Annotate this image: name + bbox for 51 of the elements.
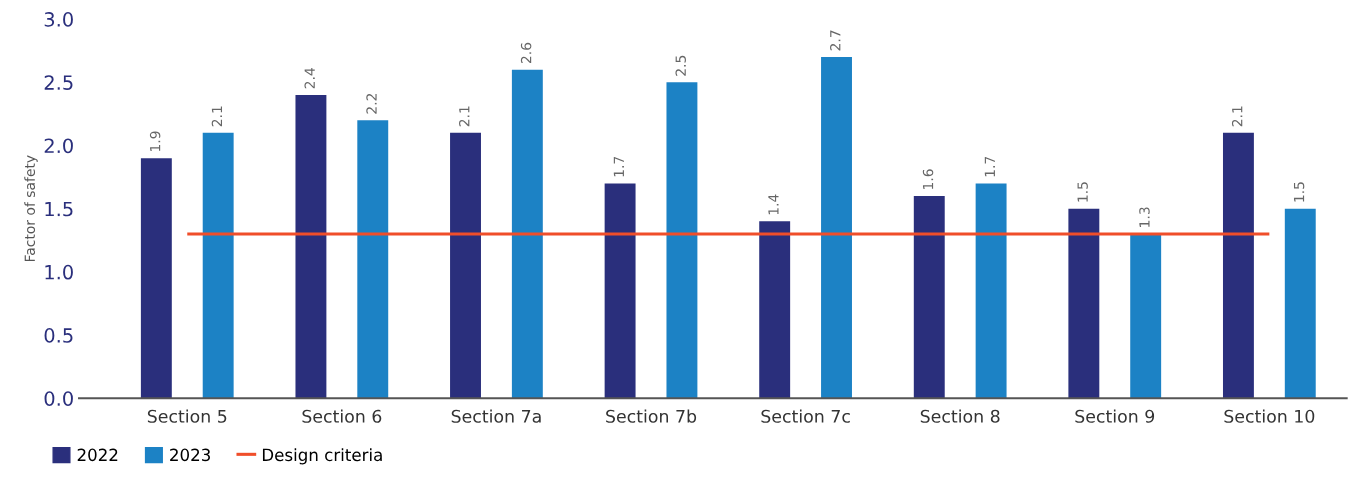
x-tick-label: Section 9 xyxy=(1075,409,1155,423)
bar xyxy=(604,183,636,399)
x-tick-label: Section 7a xyxy=(451,409,541,423)
bar xyxy=(357,120,389,399)
bar xyxy=(666,82,698,399)
legend-label: 2023 xyxy=(170,448,210,462)
data-label: 1.7 xyxy=(613,156,624,177)
bar xyxy=(1130,233,1162,399)
data-label: 1.7 xyxy=(984,156,995,177)
data-label: 2.4 xyxy=(304,68,315,89)
data-label: 1.5 xyxy=(1293,182,1305,202)
bar xyxy=(1068,208,1100,399)
bar xyxy=(975,183,1007,399)
x-tick-label: Section 8 xyxy=(920,409,1000,423)
y-axis-title: Factor of safety xyxy=(24,155,38,262)
y-tick-label: 1.0 xyxy=(45,264,73,280)
bar xyxy=(821,57,852,399)
data-label: 2.7 xyxy=(830,30,841,51)
y-tick-label: 0.0 xyxy=(44,391,73,406)
legend-label: 2022 xyxy=(77,448,118,462)
bar xyxy=(511,69,543,399)
bar xyxy=(1222,132,1254,399)
data-label: 1.6 xyxy=(922,169,934,189)
bar xyxy=(140,158,172,399)
bar xyxy=(913,196,945,399)
data-label: 1.5 xyxy=(1077,182,1088,202)
legend-label: Design criteria xyxy=(262,448,382,465)
y-tick-label: 0.5 xyxy=(44,328,73,343)
bar xyxy=(202,132,234,399)
y-tick-label: 1.5 xyxy=(45,201,73,217)
data-label: 1.4 xyxy=(768,194,779,215)
bar xyxy=(295,94,327,399)
x-tick-label: Section 7b xyxy=(606,409,697,423)
x-tick-label: Section 7c xyxy=(761,409,850,423)
data-label: 2.5 xyxy=(675,55,686,76)
data-label: 2.1 xyxy=(459,106,470,127)
x-tick-label: Section 6 xyxy=(302,409,382,423)
data-label: 2.6 xyxy=(520,42,532,64)
data-label: 1.3 xyxy=(1139,207,1150,227)
y-tick-label: 2.5 xyxy=(44,75,73,90)
y-tick-label: 2.0 xyxy=(44,138,73,154)
x-tick-label: Section 5 xyxy=(147,409,227,423)
bar xyxy=(450,132,481,399)
y-tick-label: 3.0 xyxy=(44,12,73,27)
x-tick-label: Section 10 xyxy=(1224,409,1315,423)
data-label: 1.9 xyxy=(149,131,161,152)
bar xyxy=(759,221,791,399)
bar xyxy=(1284,208,1316,399)
data-label: 2.1 xyxy=(211,106,223,127)
data-label: 2.2 xyxy=(366,93,377,114)
data-label: 2.1 xyxy=(1231,106,1243,127)
